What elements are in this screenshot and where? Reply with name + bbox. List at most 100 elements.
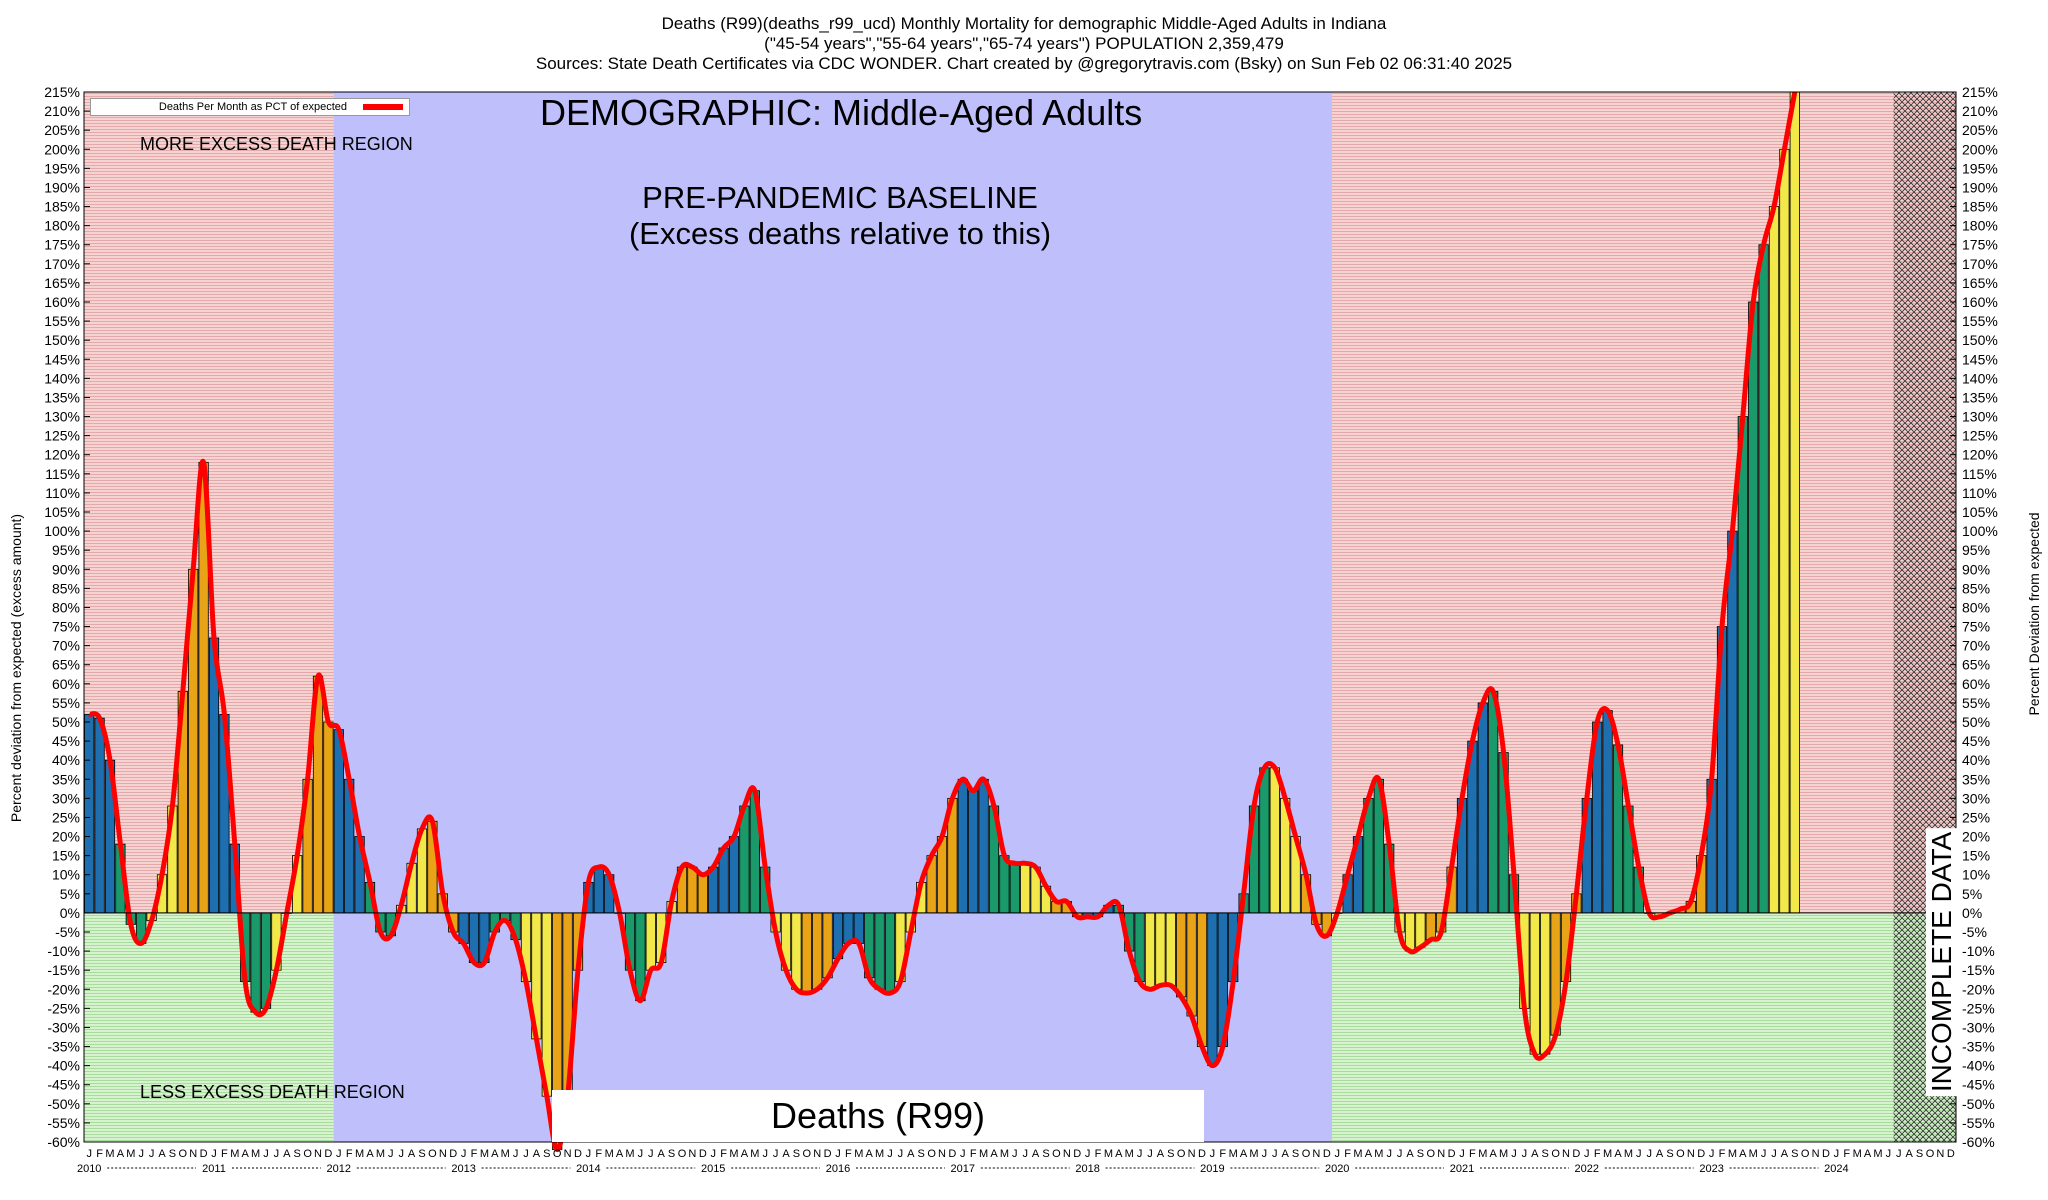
x-tick-month-label: J: [1834, 1148, 1840, 1160]
y-tick-left-label: 170%: [44, 256, 80, 272]
bar-86: [978, 778, 989, 914]
x-tick-month-label: M: [376, 1148, 385, 1160]
x-tick-year-label: 2023: [1699, 1163, 1723, 1175]
x-tick-month-label: D: [1822, 1148, 1830, 1160]
bar-164: [1789, 91, 1800, 914]
y-tick-left-label: 85%: [52, 580, 80, 596]
bar-23: [323, 721, 334, 914]
y-tick-right-label: 40%: [1962, 752, 1990, 768]
x-tick-month-label: O: [927, 1148, 936, 1160]
x-tick-month-label: F: [1095, 1148, 1102, 1160]
y-tick-right-label: 190%: [1962, 179, 1998, 195]
y-tick-left-label: 135%: [44, 389, 80, 405]
x-tick-month-label: J: [1511, 1148, 1517, 1160]
x-tick-month-label: M: [1000, 1148, 1009, 1160]
bar-160: [1748, 301, 1759, 914]
y-tick-left-label: 200%: [44, 141, 80, 157]
y-tick-right-label: -25%: [1962, 1000, 1995, 1016]
y-tick-right-label: 5%: [1962, 886, 1982, 902]
x-tick-month-label: J: [1896, 1148, 1902, 1160]
x-tick-month-label: D: [449, 1148, 457, 1160]
y-tick-left-label: -10%: [47, 943, 80, 959]
x-tick-year-label: 2010: [77, 1163, 101, 1175]
x-tick-year-label: 2022: [1575, 1163, 1599, 1175]
x-tick-month-label: S: [1916, 1148, 1923, 1160]
x-tick-month-label: A: [491, 1148, 499, 1160]
y-tick-right-label: 205%: [1962, 122, 1998, 138]
y-tick-right-label: 115%: [1962, 466, 1997, 482]
x-tick-year-label: 2013: [451, 1163, 475, 1175]
x-tick-month-label: A: [1781, 1148, 1789, 1160]
x-tick-month-label: S: [1791, 1148, 1798, 1160]
y-tick-left-label: 105%: [44, 504, 80, 520]
x-tick-month-label: D: [1947, 1148, 1955, 1160]
x-tick-month-label: M: [1478, 1148, 1487, 1160]
x-tick-month-label: J: [513, 1148, 519, 1160]
x-tick-month-label: O: [1177, 1148, 1186, 1160]
y-tick-left-label: -50%: [47, 1096, 80, 1112]
y-tick-left-label: -30%: [47, 1019, 80, 1035]
bar-107: [1196, 912, 1208, 1047]
x-tick-month-label: N: [1437, 1148, 1445, 1160]
bar-135: [1488, 691, 1499, 914]
y-tick-left-label: 185%: [44, 199, 80, 215]
x-tick-year-label: 2021: [1450, 1163, 1474, 1175]
bar-129: [1425, 912, 1436, 941]
baseline-sublabel: (Excess deaths relative to this): [628, 216, 1052, 251]
x-tick-month-label: J: [1085, 1148, 1091, 1160]
y-tick-left-label: -60%: [47, 1134, 80, 1150]
x-tick-month-label: M: [1104, 1148, 1113, 1160]
x-tick-month-label: M: [230, 1148, 239, 1160]
bar-159: [1737, 416, 1748, 914]
x-tick-month-label: M: [605, 1148, 614, 1160]
baseline-label: PRE-PANDEMIC BASELINE: [642, 180, 1038, 215]
x-tick-month-label: J: [263, 1148, 269, 1160]
y-tick-right-label: 200%: [1962, 141, 1998, 157]
x-tick-month-label: J: [1210, 1148, 1216, 1160]
x-tick-month-label: A: [990, 1148, 998, 1160]
legend-swatch: [363, 104, 403, 110]
x-tick-month-label: F: [346, 1148, 353, 1160]
x-tick-month-label: M: [501, 1148, 510, 1160]
demographic-label: DEMOGRAPHIC: Middle-Aged Adults: [540, 92, 1143, 133]
bar-76: [874, 912, 885, 990]
x-tick-month-label: J: [1459, 1148, 1465, 1160]
x-tick-month-label: J: [149, 1148, 155, 1160]
x-tick-month-label: M: [1749, 1148, 1758, 1160]
x-tick-month-label: F: [1843, 1148, 1850, 1160]
x-tick-year-label: 2012: [327, 1163, 351, 1175]
x-tick-month-label: J: [586, 1148, 592, 1160]
y-tick-right-label: 0%: [1962, 905, 1982, 921]
x-tick-month-label: F: [471, 1148, 478, 1160]
y-axis-label-left: Percent deviation from expected (excess …: [8, 513, 24, 823]
x-tick-month-label: O: [1926, 1148, 1935, 1160]
y-tick-right-label: -30%: [1962, 1019, 1995, 1035]
x-tick-year-label: 2015: [701, 1163, 725, 1175]
x-tick-month-label: J: [960, 1148, 966, 1160]
x-tick-month-label: O: [179, 1148, 188, 1160]
more-excess-region-label: MORE EXCESS DEATH REGION: [140, 134, 413, 154]
x-tick-month-label: O: [1551, 1148, 1560, 1160]
less-region-post: [1332, 912, 1956, 1142]
y-axis-label-right: Percent Deviation from expected: [2026, 512, 2042, 716]
x-tick-month-label: A: [158, 1148, 166, 1160]
x-tick-year-label: 2018: [1075, 1163, 1099, 1175]
x-tick-month-label: A: [1906, 1148, 1914, 1160]
bar-49: [593, 866, 604, 914]
y-tick-left-label: -5%: [55, 924, 80, 940]
x-tick-month-label: O: [803, 1148, 812, 1160]
y-tick-left-label: 100%: [44, 523, 80, 539]
x-tick-month-label: N: [1188, 1148, 1196, 1160]
x-tick-month-label: M: [1603, 1148, 1612, 1160]
y-tick-left-label: 210%: [44, 103, 80, 119]
y-tick-right-label: 15%: [1962, 848, 1990, 864]
y-tick-right-label: -35%: [1962, 1039, 1995, 1055]
y-tick-left-label: 145%: [44, 351, 80, 367]
y-tick-right-label: 195%: [1962, 160, 1998, 176]
x-tick-year-label: 2014: [576, 1163, 600, 1175]
y-tick-left-label: 195%: [44, 160, 80, 176]
y-tick-right-label: 170%: [1962, 256, 1998, 272]
x-tick-month-label: J: [1646, 1148, 1652, 1160]
bar-69: [801, 912, 812, 994]
